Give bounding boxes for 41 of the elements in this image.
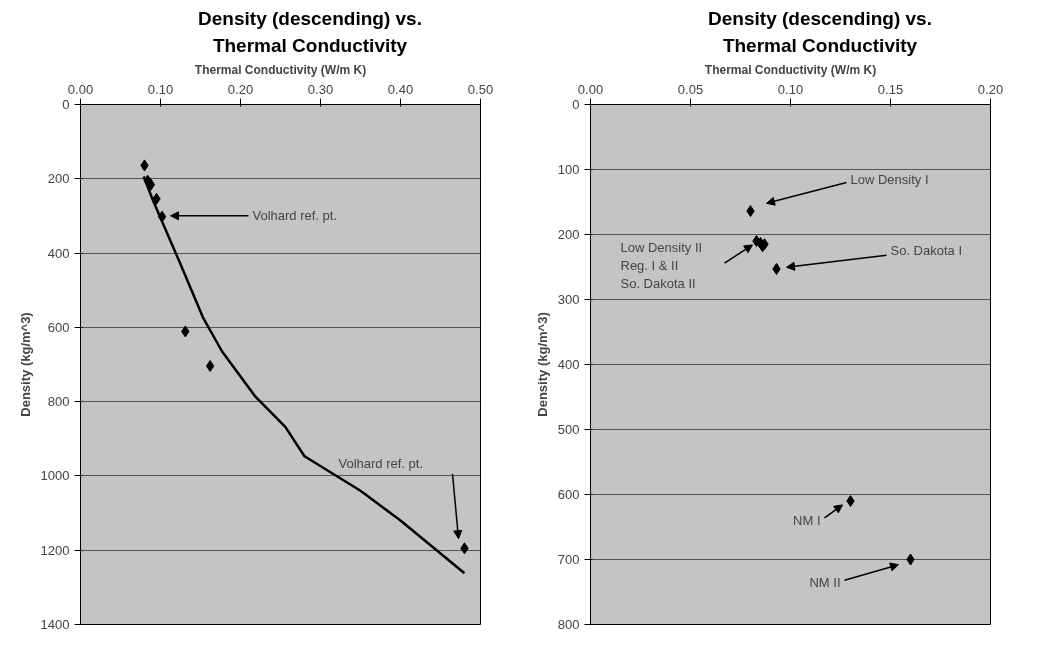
annotation: NM I [793, 513, 821, 529]
y-tick-label: 800 [557, 617, 580, 633]
x-tick-label: 0.30 [307, 81, 334, 97]
y-tick-label: 600 [557, 487, 580, 503]
annotation: Volhard ref. pt. [252, 208, 338, 224]
annotation: NM II [809, 575, 841, 591]
x-tick-label: 0.20 [977, 81, 1004, 97]
y-tick-label: 300 [557, 292, 580, 308]
y-tick-label: 200 [47, 171, 70, 187]
y-axis-title: Density (kg/m^3) [534, 312, 550, 417]
y-tick-label: 700 [557, 552, 580, 568]
y-tick-label: 1200 [40, 543, 70, 558]
y-tick-label: 0 [62, 97, 70, 113]
y-tick-label: 400 [47, 245, 70, 261]
x-tick-label: 0.05 [677, 81, 704, 97]
x-tick-label: 0.50 [467, 81, 494, 97]
annotation: Low Density I [850, 172, 929, 188]
y-tick-label: 800 [47, 394, 70, 410]
x-tick-label: 0.00 [67, 81, 94, 97]
x-axis-title: Thermal Conductivity (W/m K) [704, 62, 877, 77]
y-tick-label: 400 [557, 357, 580, 373]
y-axis-title: Density (kg/m^3) [17, 312, 33, 417]
y-tick-label: 1000 [40, 468, 70, 484]
y-tick-label: 200 [557, 227, 580, 243]
x-tick-label: 0.20 [227, 81, 254, 97]
x-tick-label: 0.00 [577, 81, 604, 97]
x-tick-label: 0.10 [777, 81, 804, 97]
x-tick-label: 0.15 [877, 81, 904, 97]
annotation: So. Dakota I [890, 242, 963, 258]
annotation: Low Density II Reg. I & II So. Dakota II [620, 240, 703, 292]
x-axis-title: Thermal Conductivity (W/m K) [194, 62, 367, 77]
y-tick-label: 600 [47, 320, 70, 336]
y-tick-label: 500 [557, 422, 580, 438]
chart-title: Density (descending) vs. Thermal Conductivity [197, 7, 423, 59]
annotation: Volhard ref. pt. [338, 456, 424, 472]
y-tick-label: 0 [572, 97, 580, 113]
y-tick-label: 1400 [40, 617, 70, 633]
y-tick-label: 100 [557, 162, 580, 178]
chart-title: Density (descending) vs. Thermal Conductivity [707, 7, 933, 59]
x-tick-label: 0.40 [387, 81, 414, 97]
x-tick-label: 0.10 [147, 81, 174, 97]
